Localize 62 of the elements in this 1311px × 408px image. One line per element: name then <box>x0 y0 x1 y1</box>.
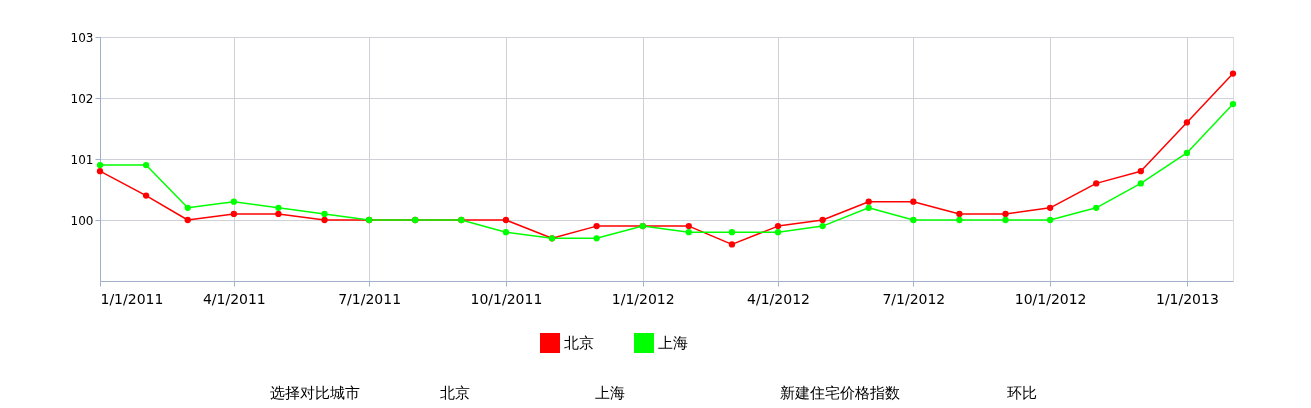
point <box>865 204 872 211</box>
point <box>728 241 736 248</box>
x-tick-label: 7/1/2011 <box>338 290 402 307</box>
point <box>774 222 782 230</box>
point <box>502 216 510 224</box>
point <box>956 216 963 224</box>
point <box>685 229 692 236</box>
x-tick-label: 1/1/2011 <box>100 290 164 307</box>
point <box>230 210 237 218</box>
x-tick-label: 1/1/2012 <box>611 290 675 307</box>
x-tick-label: 1/1/2013 <box>1155 290 1219 307</box>
legend-label: 上海 <box>658 334 688 352</box>
x-tick-label: 7/1/2012 <box>882 290 946 307</box>
point <box>96 161 104 169</box>
text: 选择对比城市 <box>270 384 360 402</box>
point <box>910 198 917 205</box>
point <box>184 204 191 211</box>
point <box>1002 216 1009 224</box>
point <box>865 198 872 205</box>
point <box>1229 100 1237 108</box>
point <box>1137 180 1144 187</box>
point <box>96 168 104 175</box>
point <box>230 198 237 205</box>
point <box>1002 210 1009 218</box>
x-tick-label: 10/1/2012 <box>1014 290 1087 307</box>
y-tick-label: 101 <box>70 152 94 167</box>
point <box>1093 204 1100 211</box>
point <box>910 216 917 224</box>
point <box>774 229 782 236</box>
point <box>321 216 328 224</box>
point <box>1046 216 1054 224</box>
point <box>1046 204 1054 211</box>
point <box>142 161 150 169</box>
y-tick-label: 103 <box>70 30 94 45</box>
point <box>593 235 600 242</box>
y-tick-label: 100 <box>70 213 94 228</box>
x-tick-label: 4/1/2012 <box>747 290 810 307</box>
point <box>275 210 282 218</box>
point <box>819 216 826 224</box>
x-tick-label: 4/1/2011 <box>202 290 266 307</box>
point <box>502 229 510 236</box>
point <box>593 222 600 230</box>
text: 上海 <box>595 384 625 402</box>
point <box>142 192 150 199</box>
text: 环比 <box>1007 384 1037 402</box>
point <box>819 222 826 230</box>
point <box>1229 70 1237 77</box>
point <box>1093 180 1100 187</box>
text: 北京 <box>440 384 470 402</box>
y-tick-label: 102 <box>70 91 94 106</box>
point <box>184 216 191 224</box>
point <box>1183 149 1191 157</box>
point <box>1137 168 1144 175</box>
x-tick-label: 10/1/2011 <box>470 290 543 307</box>
point <box>956 210 963 218</box>
point <box>728 229 736 236</box>
text: 新建住宅价格指数 <box>780 384 900 402</box>
point <box>321 210 328 218</box>
point <box>275 204 282 211</box>
point <box>685 222 692 230</box>
point <box>1183 119 1191 126</box>
legend-label: 北京 <box>564 334 594 352</box>
